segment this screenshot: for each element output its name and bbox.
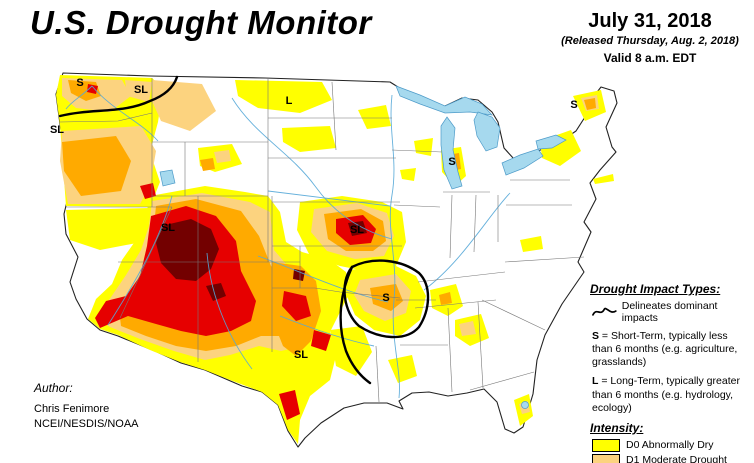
delineation-squiggle-icon — [592, 307, 617, 316]
long-term-definition: L = Long-Term, typically greater than 6 … — [592, 375, 750, 414]
lake-huron — [473, 111, 501, 152]
author-name: Chris Fenimore — [34, 403, 110, 415]
legend-panel: Drought Impact Types: Delineates dominan… — [590, 282, 750, 463]
author-label: Author: — [34, 381, 73, 395]
map-label-washington: S — [76, 77, 83, 89]
author-org: NCEI/NESDIS/NOAA — [34, 418, 139, 430]
map-label-missouri: SL — [350, 224, 364, 236]
map-label-michigan: S — [448, 156, 455, 168]
long-term-letter: L — [592, 375, 599, 388]
released-date: (Released Thursday, Aug. 2, 2018) — [561, 35, 739, 47]
map-impact-labels: S SL SL L S S SL SL S SL — [50, 77, 578, 361]
impact-types-heading: Drought Impact Types: — [590, 282, 721, 296]
lake-superior — [395, 85, 493, 116]
d0-color-swatch — [592, 438, 620, 452]
lake-ontario — [535, 134, 567, 150]
date-block: July 31, 2018 (Released Thursday, Aug. 2… — [552, 10, 748, 65]
map-label-texas: SL — [294, 349, 308, 361]
great-lakes — [159, 85, 567, 409]
intensity-heading: Intensity: — [590, 420, 644, 435]
delineates-label: Delineates dominant impacts — [621, 300, 718, 324]
author-block: Author: Chris Fenimore NCEI/NESDIS/NOAA — [34, 381, 139, 430]
map-label-north-dakota: L — [286, 95, 293, 107]
d1-label: D1 Moderate Drought — [626, 454, 727, 463]
map-label-idaho-montana: SL — [134, 84, 148, 96]
valid-time: Valid 8 a.m. EDT — [603, 51, 697, 65]
legend-row-d1: D1 Moderate Drought — [592, 453, 750, 463]
lake-okeechobee — [521, 401, 529, 409]
state-borders — [59, 78, 585, 403]
short-term-letter: S — [592, 330, 600, 342]
short-term-text: = Short-Term, typically less than 6 mont… — [592, 330, 738, 369]
long-term-text: = Long-Term, typically greater than 6 mo… — [592, 375, 740, 414]
page-title: U.S. Drought Monitor — [30, 4, 372, 41]
map-label-new-england: S — [570, 99, 577, 111]
map-label-arkansas: S — [382, 292, 389, 304]
lake-michigan — [440, 116, 463, 190]
delineates-row: Delineates dominant impacts — [592, 300, 750, 324]
d1-color-swatch — [592, 453, 620, 463]
map-label-four-corners: SL — [161, 222, 175, 234]
drought-layer-d4 — [156, 219, 367, 301]
map-label-oregon: SL — [50, 124, 64, 136]
d0-label: D0 Abnormally Dry — [626, 439, 714, 452]
great-salt-lake — [159, 169, 176, 187]
legend-row-d0: D0 Abnormally Dry — [592, 438, 750, 452]
short-term-definition: S = Short-Term, typically less than 6 mo… — [592, 330, 750, 369]
map-date: July 31, 2018 — [588, 10, 712, 32]
impact-delineation-lines — [58, 75, 430, 385]
lake-erie — [501, 148, 544, 176]
